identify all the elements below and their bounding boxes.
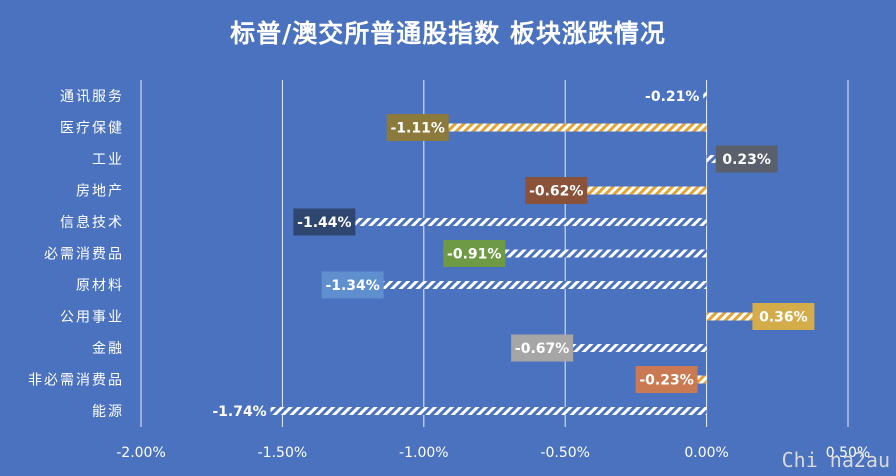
data-label: -1.44% xyxy=(297,215,351,231)
data-label-box xyxy=(443,240,506,267)
category-label: 信息技术 xyxy=(60,214,124,231)
data-label: -0.62% xyxy=(529,184,583,200)
data-label-box xyxy=(715,145,778,173)
chart-title: 标普/澳交所普通股指数 板块涨跌情况 xyxy=(230,19,666,48)
bar xyxy=(392,123,707,132)
x-tick-label: -1.00% xyxy=(399,445,449,461)
data-label-box xyxy=(635,366,698,393)
bar xyxy=(214,407,707,415)
bar xyxy=(531,186,707,195)
data-label: -1.74% xyxy=(212,404,266,420)
x-tick-label: -0.50% xyxy=(540,445,590,461)
category-label: 房地产 xyxy=(76,184,124,200)
category-label: 医疗保健 xyxy=(60,121,124,137)
category-label: 原材料 xyxy=(76,278,124,294)
data-label: 0.36% xyxy=(759,310,808,326)
category-label: 能源 xyxy=(92,404,124,420)
data-label: -0.91% xyxy=(447,247,501,263)
bar xyxy=(299,218,707,226)
x-tick-label: 0.50% xyxy=(826,445,870,461)
data-label-box xyxy=(752,303,815,330)
category-label: 公用事业 xyxy=(60,310,124,326)
data-label: -0.23% xyxy=(639,373,693,389)
data-label-box xyxy=(208,397,271,425)
bar xyxy=(327,281,707,289)
data-label-box xyxy=(525,177,588,204)
data-label-box xyxy=(511,334,574,362)
category-label: 通讯服务 xyxy=(60,89,124,105)
category-label: 必需消费品 xyxy=(44,247,124,263)
x-tick-label: 0.00% xyxy=(684,445,728,461)
category-label: 金融 xyxy=(92,341,124,357)
x-tick-label: -1.50% xyxy=(258,445,308,461)
x-tick-label: -2.00% xyxy=(116,445,166,461)
data-label: -1.34% xyxy=(325,278,379,294)
data-label: 0.23% xyxy=(722,152,771,168)
watermark: Chi na2au xyxy=(781,448,890,472)
data-label: -0.67% xyxy=(515,341,569,357)
data-label-box xyxy=(641,82,704,110)
data-label-box xyxy=(293,208,356,236)
data-label: -1.11% xyxy=(390,121,444,137)
data-label-box xyxy=(321,271,384,299)
data-label: -0.21% xyxy=(645,89,699,105)
bar xyxy=(517,344,707,352)
category-label: 非必需消费品 xyxy=(28,373,124,389)
category-label: 工业 xyxy=(92,152,124,168)
data-label-box xyxy=(386,114,449,141)
bar xyxy=(449,249,707,258)
